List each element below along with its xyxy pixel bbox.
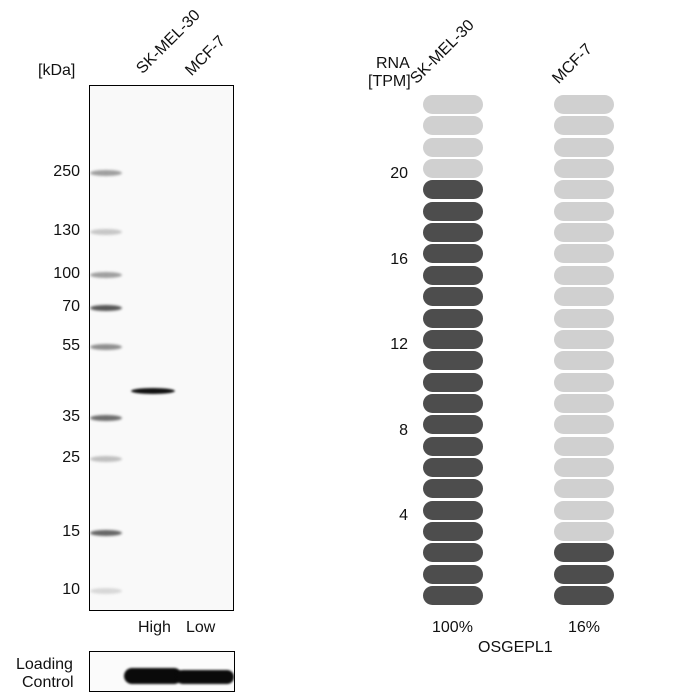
rna-pill-unit	[554, 586, 614, 606]
rna-pill-unit	[423, 116, 483, 136]
rna-y-tick-label: 12	[390, 336, 408, 354]
rna-pill-unit	[423, 201, 483, 221]
rna-pill-unit	[554, 201, 614, 221]
rna-pill-unit	[554, 223, 614, 243]
marker-band	[90, 456, 122, 462]
kda-marker-label: 130	[53, 222, 80, 239]
rna-pill-unit	[554, 244, 614, 264]
rna-pill-unit	[554, 287, 614, 307]
rna-pill-unit	[554, 159, 614, 179]
kda-marker-label: 25	[62, 449, 80, 466]
marker-band	[90, 344, 122, 350]
loading-control-label-line1: Loading	[16, 656, 73, 673]
kda-marker-label: 55	[62, 337, 80, 354]
rna-column-label-sk-mel-30: SK-MEL-30	[407, 16, 478, 88]
rna-pill-unit	[423, 180, 483, 200]
rna-pill-unit	[423, 393, 483, 413]
kda-marker-label: 35	[62, 408, 80, 425]
rna-pill-unit	[423, 372, 483, 392]
marker-band	[90, 588, 122, 594]
rna-y-tick-label: 8	[399, 421, 408, 439]
rna-pill-unit	[554, 522, 614, 541]
rna-pill-unit	[554, 137, 614, 157]
rna-pill-unit	[554, 116, 614, 136]
marker-band	[90, 415, 122, 421]
lane-level-high: High	[138, 619, 171, 636]
rna-pill-unit	[423, 586, 483, 606]
rna-pill-unit	[554, 543, 614, 563]
kda-marker-label: 10	[62, 581, 80, 598]
rna-y-tick-label: 20	[390, 165, 408, 183]
rna-pill-unit	[423, 500, 483, 520]
rna-pill-unit	[423, 436, 483, 456]
rna-y-tick-label: 16	[390, 250, 408, 268]
marker-band	[90, 305, 122, 311]
rna-pill-unit	[423, 522, 483, 541]
rna-pill-unit	[554, 95, 614, 114]
rna-pill-unit	[554, 415, 614, 435]
relative-expression-mcf-7: 16%	[568, 619, 601, 636]
loading-band-low	[176, 670, 234, 684]
marker-band	[90, 229, 122, 235]
rna-pill-unit	[554, 265, 614, 285]
lane-level-low: Low	[186, 619, 216, 636]
rna-pill-unit	[554, 436, 614, 456]
rna-column-label-mcf-7: MCF-7	[549, 40, 596, 88]
relative-expression-sk-mel-30: 100%	[432, 619, 473, 636]
rna-pill-unit	[423, 95, 483, 114]
rna-pill-unit	[554, 457, 614, 477]
rna-pill-unit	[423, 329, 483, 349]
kda-marker-label: 250	[53, 163, 80, 180]
kda-marker-label: 100	[53, 265, 80, 282]
rna-pill-unit	[554, 180, 614, 200]
rna-pill-unit	[423, 159, 483, 179]
marker-band	[90, 170, 122, 176]
blot-lane-label-mcf-7: MCF-7	[182, 32, 229, 80]
marker-band	[90, 530, 122, 536]
rna-pill-unit	[554, 329, 614, 349]
rna-pill-unit	[423, 223, 483, 243]
rna-pill-unit	[554, 308, 614, 328]
kda-marker-label: 15	[62, 523, 80, 540]
rna-pill-unit	[423, 244, 483, 264]
loading-control-blot	[89, 651, 235, 692]
loading-band-high	[124, 668, 182, 684]
rna-pill-unit	[423, 479, 483, 499]
rna-pill-unit	[554, 500, 614, 520]
rna-ylabel-line2: [TPM]	[368, 73, 411, 90]
rna-pill-unit	[423, 308, 483, 328]
rna-pill-unit	[423, 564, 483, 584]
gene-name-label: OSGEPL1	[478, 639, 553, 656]
rna-pill-unit	[423, 137, 483, 157]
loading-control-label-line2: Control	[22, 674, 74, 691]
western-blot-gel	[89, 85, 234, 611]
rna-ylabel-line1: RNA	[376, 55, 410, 72]
kda-unit-label: [kDa]	[38, 62, 76, 79]
rna-pill-unit	[423, 543, 483, 563]
rna-pill-unit	[554, 372, 614, 392]
kda-marker-label: 70	[62, 298, 80, 315]
rna-pill-unit	[423, 457, 483, 477]
rna-pill-unit	[423, 287, 483, 307]
rna-pill-unit	[423, 415, 483, 435]
rna-pill-unit	[554, 393, 614, 413]
rna-pill-unit	[554, 351, 614, 371]
marker-band	[90, 272, 122, 278]
rna-pill-unit	[423, 265, 483, 285]
rna-y-tick-label: 4	[399, 507, 408, 524]
rna-pill-unit	[554, 564, 614, 584]
rna-pill-unit	[554, 479, 614, 499]
rna-pill-unit	[423, 351, 483, 371]
sample-band	[131, 388, 175, 394]
